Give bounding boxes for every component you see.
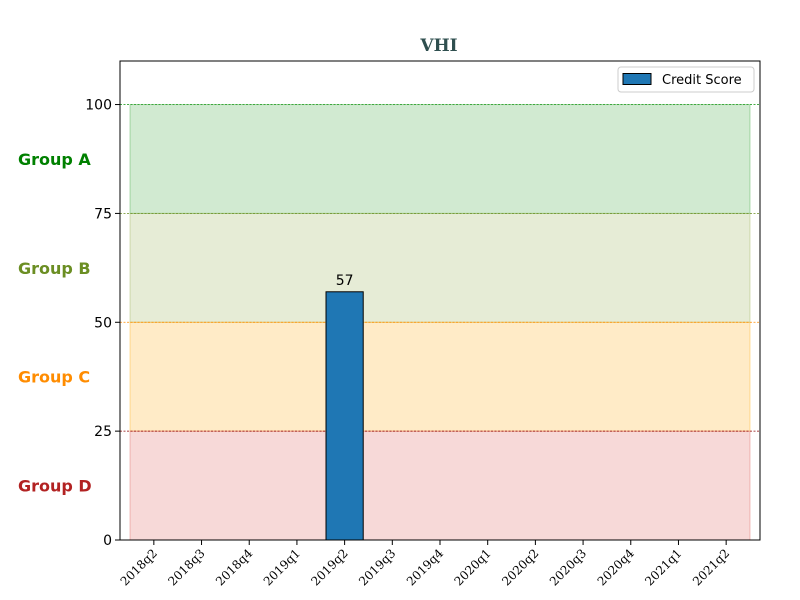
legend-swatch-credit-score <box>622 73 652 85</box>
band-group-b <box>129 212 751 323</box>
x-tick-label: 2020q3 <box>547 546 589 588</box>
x-axis: 2018q2 2018q3 2018q4 2019q1 2019q2 2019q3 2019… <box>118 540 732 589</box>
group-label-group-b: Group B <box>18 259 91 278</box>
x-tick-label: 2020q4 <box>595 546 638 589</box>
legend: Credit Score <box>617 66 755 93</box>
group-label-group-a: Group A <box>18 150 91 169</box>
band-group-c <box>129 321 751 432</box>
bar-2019q2 <box>325 291 364 541</box>
legend-box <box>617 66 755 93</box>
x-tick-label: 2018q4 <box>213 546 256 589</box>
x-tick-label: 2019q1 <box>261 546 303 588</box>
x-tick-label: 2019q4 <box>404 546 447 589</box>
chart-title: VHI <box>419 36 457 56</box>
y-tick-label: 25 <box>94 424 112 440</box>
y-tick-label: 50 <box>94 315 112 331</box>
band-group-d <box>129 430 751 541</box>
x-tick-label: 2021q2 <box>690 546 732 588</box>
bar-labels: 57 <box>336 273 354 289</box>
y-axis: 0 25 50 75 100 <box>85 98 120 549</box>
x-tick-label: 2020q1 <box>451 546 493 588</box>
bar-value-label: 57 <box>336 273 354 289</box>
y-tick-label: 75 <box>94 206 112 222</box>
legend-label-credit-score: Credit Score <box>662 73 742 88</box>
x-tick-label: 2020q2 <box>499 546 541 588</box>
band-group-a <box>129 104 751 214</box>
x-tick-label: 2021q1 <box>642 546 684 588</box>
x-tick-label: 2018q2 <box>118 546 160 588</box>
group-label-group-d: Group D <box>18 477 92 496</box>
y-tick-label: 0 <box>103 533 112 549</box>
x-tick-label: 2019q3 <box>356 546 398 588</box>
x-tick-label: 2018q3 <box>165 546 207 588</box>
group-labels: Group A Group B Group C Group D <box>18 150 92 496</box>
x-tick-label: 2019q2 <box>308 546 350 588</box>
y-tick-label: 100 <box>85 98 112 114</box>
bars <box>325 291 364 541</box>
group-bands <box>120 104 760 541</box>
group-label-group-c: Group C <box>18 368 90 387</box>
